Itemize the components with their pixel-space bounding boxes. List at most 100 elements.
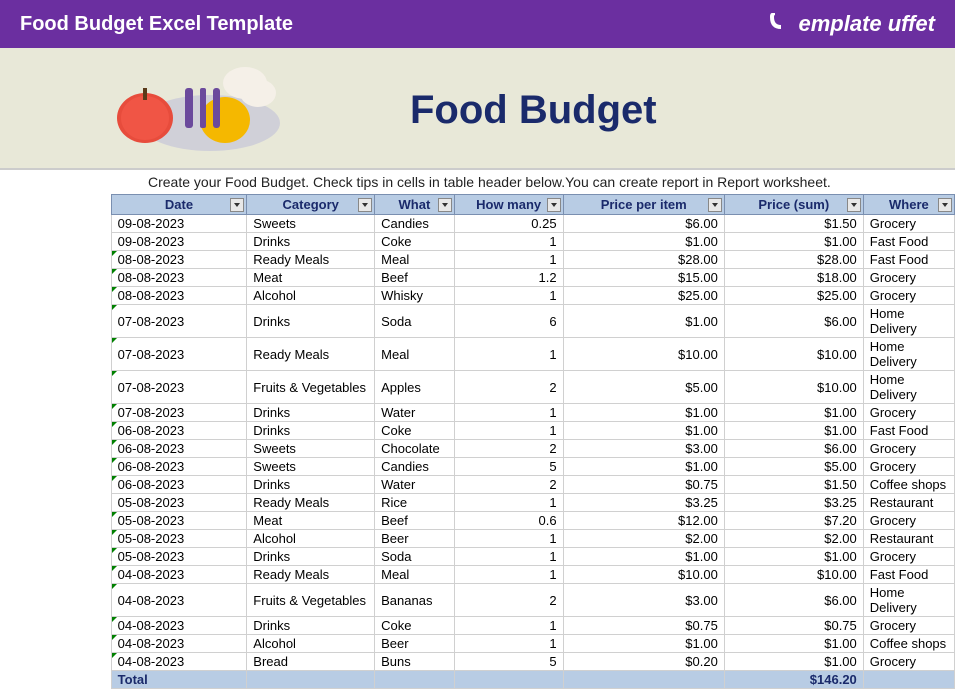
cell-where[interactable]: Fast Food (863, 566, 954, 584)
cell-priceitem[interactable]: $0.20 (563, 653, 724, 671)
cell-date[interactable]: 05-08-2023 (111, 548, 247, 566)
cell-priceitem[interactable]: $3.00 (563, 440, 724, 458)
cell-date[interactable]: 04-08-2023 (111, 635, 247, 653)
cell-qty[interactable]: 0.25 (454, 215, 563, 233)
cell-what[interactable]: Apples (375, 371, 455, 404)
cell-pricesum[interactable]: $7.20 (724, 512, 863, 530)
cell-qty[interactable]: 5 (454, 653, 563, 671)
cell-priceitem[interactable]: $1.00 (563, 404, 724, 422)
cell-pricesum[interactable]: $1.00 (724, 653, 863, 671)
cell-qty[interactable]: 1 (454, 530, 563, 548)
cell-priceitem[interactable]: $25.00 (563, 287, 724, 305)
cell-pricesum[interactable]: $1.00 (724, 422, 863, 440)
cell-priceitem[interactable]: $5.00 (563, 371, 724, 404)
cell-qty[interactable]: 1 (454, 494, 563, 512)
table-row[interactable]: 04-08-2023BreadBuns5$0.20$1.00Grocery (0, 653, 955, 671)
cell-date[interactable]: 07-08-2023 (111, 404, 247, 422)
table-row[interactable]: 09-08-2023DrinksCoke1$1.00$1.00Fast Food (0, 233, 955, 251)
filter-icon[interactable] (230, 198, 244, 212)
cell-what[interactable]: Soda (375, 548, 455, 566)
cell-where[interactable]: Grocery (863, 617, 954, 635)
cell-pricesum[interactable]: $10.00 (724, 566, 863, 584)
cell-what[interactable]: Chocolate (375, 440, 455, 458)
cell-priceitem[interactable]: $15.00 (563, 269, 724, 287)
cell-pricesum[interactable]: $1.00 (724, 635, 863, 653)
cell-pricesum[interactable]: $2.00 (724, 530, 863, 548)
cell-priceitem[interactable]: $1.00 (563, 233, 724, 251)
cell-category[interactable]: Meat (247, 512, 375, 530)
cell-date[interactable]: 07-08-2023 (111, 338, 247, 371)
table-row[interactable]: 06-08-2023DrinksWater2$0.75$1.50Coffee s… (0, 476, 955, 494)
table-row[interactable]: 07-08-2023DrinksWater1$1.00$1.00Grocery (0, 404, 955, 422)
cell-what[interactable]: Coke (375, 422, 455, 440)
cell-qty[interactable]: 1 (454, 566, 563, 584)
table-row[interactable]: 04-08-2023Ready MealsMeal1$10.00$10.00Fa… (0, 566, 955, 584)
table-row[interactable]: 05-08-2023MeatBeef0.6$12.00$7.20Grocery (0, 512, 955, 530)
cell-what[interactable]: Candies (375, 215, 455, 233)
cell-where[interactable]: Grocery (863, 269, 954, 287)
cell-what[interactable]: Coke (375, 233, 455, 251)
table-row[interactable]: 05-08-2023AlcoholBeer1$2.00$2.00Restaura… (0, 530, 955, 548)
cell-qty[interactable]: 1 (454, 635, 563, 653)
col-header-howmany[interactable]: How many (454, 195, 563, 215)
cell-category[interactable]: Drinks (247, 404, 375, 422)
cell-pricesum[interactable]: $5.00 (724, 458, 863, 476)
cell-where[interactable]: Home Delivery (863, 371, 954, 404)
cell-category[interactable]: Ready Meals (247, 338, 375, 371)
cell-qty[interactable]: 2 (454, 584, 563, 617)
table-row[interactable]: 04-08-2023AlcoholBeer1$1.00$1.00Coffee s… (0, 635, 955, 653)
cell-where[interactable]: Grocery (863, 548, 954, 566)
table-row[interactable]: 05-08-2023Ready MealsRice1$3.25$3.25Rest… (0, 494, 955, 512)
cell-where[interactable]: Grocery (863, 287, 954, 305)
cell-where[interactable]: Grocery (863, 404, 954, 422)
table-row[interactable]: 07-08-2023Fruits & VegetablesApples2$5.0… (0, 371, 955, 404)
table-row[interactable]: 09-08-2023SweetsCandies0.25$6.00$1.50Gro… (0, 215, 955, 233)
cell-where[interactable]: Grocery (863, 512, 954, 530)
cell-category[interactable]: Drinks (247, 476, 375, 494)
cell-category[interactable]: Drinks (247, 233, 375, 251)
cell-what[interactable]: Beef (375, 269, 455, 287)
cell-priceitem[interactable]: $3.00 (563, 584, 724, 617)
table-row[interactable]: 04-08-2023Fruits & VegetablesBananas2$3.… (0, 584, 955, 617)
cell-category[interactable]: Drinks (247, 305, 375, 338)
cell-what[interactable]: Bananas (375, 584, 455, 617)
cell-category[interactable]: Ready Meals (247, 251, 375, 269)
cell-qty[interactable]: 2 (454, 371, 563, 404)
table-row[interactable]: 08-08-2023MeatBeef1.2$15.00$18.00Grocery (0, 269, 955, 287)
cell-priceitem[interactable]: $0.75 (563, 617, 724, 635)
cell-date[interactable]: 04-08-2023 (111, 566, 247, 584)
table-row[interactable]: 08-08-2023AlcoholWhisky1$25.00$25.00Groc… (0, 287, 955, 305)
cell-qty[interactable]: 1 (454, 233, 563, 251)
cell-where[interactable]: Restaurant (863, 530, 954, 548)
cell-category[interactable]: Ready Meals (247, 566, 375, 584)
filter-icon[interactable] (358, 198, 372, 212)
cell-qty[interactable]: 2 (454, 440, 563, 458)
cell-priceitem[interactable]: $1.00 (563, 635, 724, 653)
table-row[interactable]: 06-08-2023SweetsChocolate2$3.00$6.00Groc… (0, 440, 955, 458)
table-row[interactable]: 07-08-2023Ready MealsMeal1$10.00$10.00Ho… (0, 338, 955, 371)
cell-date[interactable]: 05-08-2023 (111, 494, 247, 512)
cell-pricesum[interactable]: $18.00 (724, 269, 863, 287)
cell-priceitem[interactable]: $10.00 (563, 566, 724, 584)
cell-category[interactable]: Sweets (247, 440, 375, 458)
cell-what[interactable]: Soda (375, 305, 455, 338)
col-header-date[interactable]: Date (111, 195, 247, 215)
cell-what[interactable]: Coke (375, 617, 455, 635)
cell-date[interactable]: 04-08-2023 (111, 584, 247, 617)
cell-where[interactable]: Coffee shops (863, 476, 954, 494)
cell-pricesum[interactable]: $6.00 (724, 305, 863, 338)
cell-what[interactable]: Water (375, 404, 455, 422)
cell-date[interactable]: 08-08-2023 (111, 269, 247, 287)
cell-pricesum[interactable]: $1.50 (724, 476, 863, 494)
cell-date[interactable]: 06-08-2023 (111, 476, 247, 494)
cell-what[interactable]: Rice (375, 494, 455, 512)
cell-pricesum[interactable]: $10.00 (724, 371, 863, 404)
cell-category[interactable]: Alcohol (247, 530, 375, 548)
cell-pricesum[interactable]: $28.00 (724, 251, 863, 269)
cell-date[interactable]: 07-08-2023 (111, 371, 247, 404)
cell-category[interactable]: Bread (247, 653, 375, 671)
cell-category[interactable]: Meat (247, 269, 375, 287)
cell-where[interactable]: Grocery (863, 215, 954, 233)
cell-where[interactable]: Coffee shops (863, 635, 954, 653)
cell-date[interactable]: 07-08-2023 (111, 305, 247, 338)
